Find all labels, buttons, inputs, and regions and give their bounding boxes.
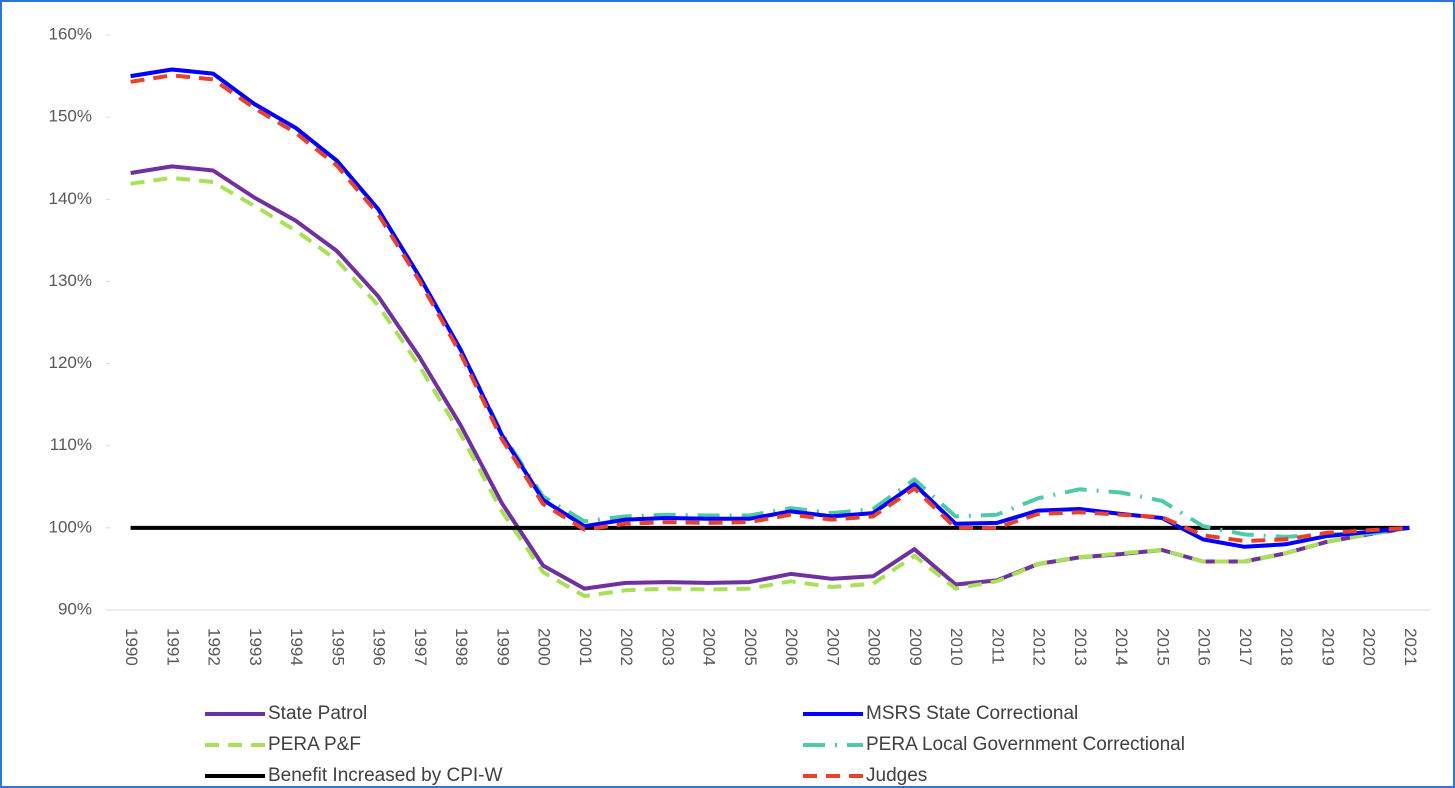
legend-label: MSRS State Correctional bbox=[866, 703, 1078, 724]
x-tick-label: 2014 bbox=[1112, 628, 1131, 666]
y-tick-label: 130% bbox=[49, 271, 92, 290]
x-tick-label: 1991 bbox=[163, 628, 182, 666]
series-line bbox=[130, 164, 1410, 591]
series-line bbox=[130, 73, 1410, 543]
y-tick-label: 100% bbox=[49, 517, 92, 536]
y-tick-label: 140% bbox=[49, 189, 92, 208]
series-line bbox=[130, 67, 1410, 539]
x-tick-label: 2003 bbox=[658, 628, 677, 666]
x-tick-label: 1990 bbox=[122, 628, 141, 666]
x-tick-label: 1997 bbox=[411, 628, 430, 666]
series-line bbox=[130, 67, 1410, 549]
y-tick-label: 90% bbox=[58, 599, 92, 618]
x-tick-label: 2011 bbox=[988, 628, 1007, 665]
x-tick-label: 2000 bbox=[535, 628, 554, 666]
x-tick-label: 2013 bbox=[1071, 628, 1090, 666]
x-tick-label: 1999 bbox=[493, 628, 512, 666]
legend-label: Judges bbox=[866, 765, 927, 786]
x-tick-label: 2009 bbox=[906, 628, 925, 666]
legend-label: State Patrol bbox=[268, 703, 367, 724]
x-tick-label: 2018 bbox=[1277, 628, 1296, 666]
y-tick-label: 150% bbox=[49, 107, 92, 126]
y-tick-label: 160% bbox=[49, 24, 92, 43]
x-tick-label: 2005 bbox=[741, 628, 760, 666]
x-tick-label: 1998 bbox=[452, 628, 471, 666]
x-tick-label: 2001 bbox=[576, 628, 595, 666]
x-tick-label: 2015 bbox=[1153, 628, 1172, 666]
series-line bbox=[130, 175, 1410, 598]
x-tick-label: 2017 bbox=[1236, 628, 1255, 666]
x-tick-label: 1992 bbox=[205, 628, 224, 666]
x-tick-label: 2012 bbox=[1030, 628, 1049, 666]
x-tick-label: 2010 bbox=[947, 628, 966, 666]
legend-label: PERA P&F bbox=[268, 734, 361, 755]
x-tick-label: 2006 bbox=[782, 628, 801, 666]
x-tick-label: 1993 bbox=[246, 628, 265, 666]
x-tick-label: 2016 bbox=[1195, 628, 1214, 666]
legend-label: Benefit Increased by CPI-W bbox=[268, 765, 502, 786]
x-tick-label: 2021 bbox=[1401, 628, 1420, 666]
y-tick-label: 120% bbox=[49, 353, 92, 372]
x-tick-label: 2007 bbox=[823, 628, 842, 666]
x-tick-label: 1996 bbox=[370, 628, 389, 666]
x-tick-label: 1994 bbox=[287, 628, 306, 666]
x-tick-label: 1995 bbox=[328, 628, 347, 666]
x-tick-label: 2019 bbox=[1318, 628, 1337, 666]
x-tick-label: 2004 bbox=[700, 628, 719, 666]
x-tick-label: 2002 bbox=[617, 628, 636, 666]
x-tick-label: 2008 bbox=[865, 628, 884, 666]
x-tick-label: 2020 bbox=[1360, 628, 1379, 666]
y-tick-label: 110% bbox=[50, 435, 92, 454]
legend-label: PERA Local Government Correctional bbox=[866, 734, 1185, 755]
